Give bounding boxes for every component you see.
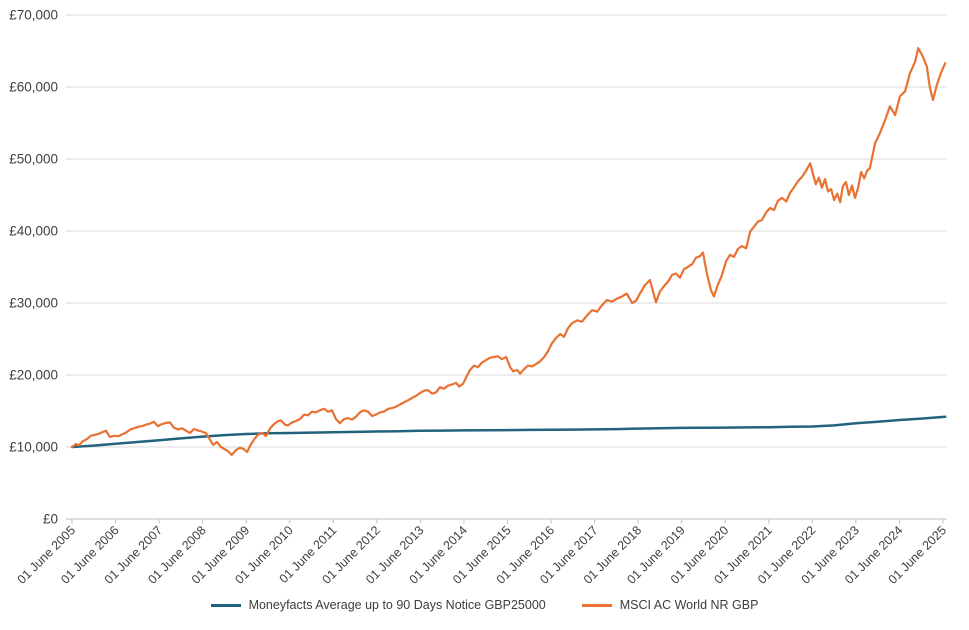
series-line-msci bbox=[70, 46, 947, 456]
moneyfacts-legend-label: Moneyfacts Average up to 90 Days Notice … bbox=[248, 598, 546, 612]
y-axis-tick-label: £50,000 bbox=[9, 152, 58, 167]
legend-item-moneyfacts: Moneyfacts Average up to 90 Days Notice … bbox=[210, 598, 546, 612]
y-axis-tick-label: £0 bbox=[43, 512, 58, 527]
legend-item-msci: MSCI AC World NR GBP bbox=[581, 598, 759, 612]
y-axis-tick-label: £60,000 bbox=[9, 80, 58, 95]
y-axis-tick-label: £20,000 bbox=[9, 368, 58, 383]
y-axis-tick-label: £40,000 bbox=[9, 224, 58, 239]
y-axis-tick-label: £70,000 bbox=[9, 8, 58, 23]
msci-line-swatch bbox=[581, 603, 612, 607]
msci-legend-label: MSCI AC World NR GBP bbox=[619, 598, 759, 612]
series-line-moneyfacts bbox=[70, 415, 947, 449]
y-axis-tick-label: £10,000 bbox=[9, 440, 58, 455]
chart-legend: Moneyfacts Average up to 90 Days Notice … bbox=[0, 598, 969, 612]
moneyfacts-line-swatch bbox=[210, 603, 241, 607]
y-axis-tick-label: £30,000 bbox=[9, 296, 58, 311]
